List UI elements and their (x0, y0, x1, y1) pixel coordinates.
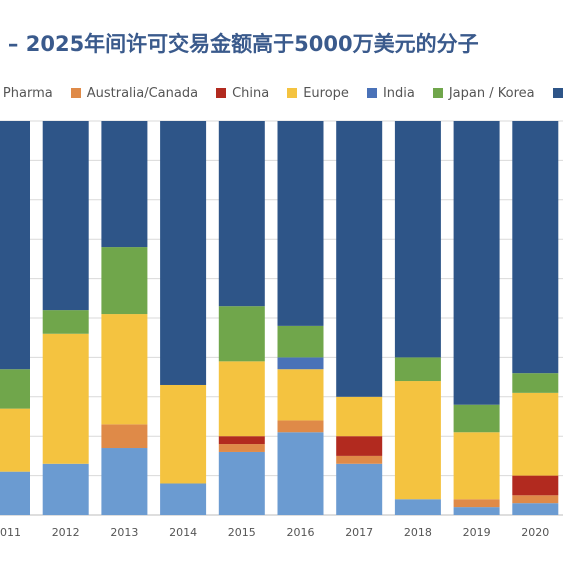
x-tick-label: 2017 (345, 526, 373, 539)
legend-label: Japan / Korea (448, 86, 535, 101)
bar-segment (0, 471, 30, 515)
bar-segment (42, 310, 89, 334)
bar-segment (394, 121, 441, 358)
legend-label: China (232, 86, 270, 101)
bar-segment (277, 420, 324, 433)
legend-swatch (216, 88, 227, 98)
legend-item: China (216, 86, 269, 101)
x-tick-label: 2013 (110, 526, 138, 539)
legend-label: India (382, 86, 415, 101)
legend-label: Australia/Canada (86, 86, 199, 101)
bar-segment (512, 495, 559, 504)
bar-segment (160, 384, 207, 484)
x-tick-label: 2011 (0, 526, 21, 539)
bar-segment (160, 121, 207, 385)
bar-segment (42, 333, 89, 464)
bar-segment (277, 432, 324, 515)
bar-segment (453, 507, 500, 515)
bar-segment (277, 325, 324, 358)
bar-segment (218, 121, 265, 307)
legend-item: U (552, 86, 563, 101)
x-tick-label: 2015 (228, 526, 256, 539)
legend-swatch (366, 88, 377, 98)
x-tick-labels: 2011 2012 2013 2014 2015 2016 2017 2018 2019 2020 (0, 526, 549, 539)
bar-segment (512, 503, 559, 515)
bar-segment (218, 436, 265, 445)
bar-segment (0, 408, 30, 472)
x-tick-label: 2019 (463, 526, 491, 539)
legend-item: Big Pharma (0, 86, 53, 101)
x-tick-label: 2016 (287, 526, 315, 539)
bar-segment (453, 499, 500, 508)
bar-segment (512, 392, 559, 476)
legend-item: Australia/Canada (70, 86, 199, 101)
bar-segment (101, 424, 148, 449)
bar-segment (336, 455, 383, 464)
chart-title: 7 – 2025年间许可交易金额高于5000万美元的分子 (0, 32, 479, 56)
bar-segment (336, 121, 383, 397)
legend-item: Europe (287, 86, 349, 101)
bar-segment (394, 499, 441, 515)
legend: Big Pharma Australia/Canada China Europe Ind… (0, 86, 563, 104)
legend-item: India (366, 86, 415, 101)
bar-segment (101, 121, 148, 248)
bar-segment (277, 121, 324, 326)
x-tick-label: 2012 (52, 526, 80, 539)
bar-segment (101, 314, 148, 425)
legend-swatch (70, 88, 81, 98)
bar-segment (218, 361, 265, 437)
bar-segment (394, 357, 441, 382)
bars (0, 121, 559, 515)
bar-segment (394, 381, 441, 500)
legend-swatch (552, 88, 563, 98)
legend-swatch (432, 88, 443, 98)
legend-label: Big Pharma (0, 86, 53, 101)
legend-item: Japan / Korea (432, 86, 535, 101)
bar-segment (0, 121, 30, 370)
x-tick-label: 2014 (169, 526, 197, 539)
bar-segment (453, 432, 500, 500)
bar-segment (42, 463, 89, 515)
bar-segment (42, 121, 89, 311)
bar-segment (218, 444, 265, 452)
legend-label: Europe (303, 86, 349, 101)
bar-segment (336, 463, 383, 515)
bar-segment (512, 475, 559, 496)
x-tick-label: 2018 (404, 526, 432, 539)
bar-segment (336, 436, 383, 456)
bar-segment (218, 306, 265, 362)
bar-segment (336, 396, 383, 437)
bar-segment (512, 373, 559, 393)
x-tick-label: 2020 (521, 526, 549, 539)
bar-segment (218, 451, 265, 515)
bar-segment (160, 483, 207, 515)
bar-segment (277, 357, 324, 370)
bar-segment (453, 404, 500, 433)
bar-segment (0, 369, 30, 409)
legend-swatch (287, 88, 298, 98)
bar-segment (101, 448, 148, 515)
bar-segment (453, 121, 500, 405)
bar-segment (277, 369, 324, 421)
bar-segment (101, 247, 148, 315)
bar-segment (512, 121, 559, 374)
